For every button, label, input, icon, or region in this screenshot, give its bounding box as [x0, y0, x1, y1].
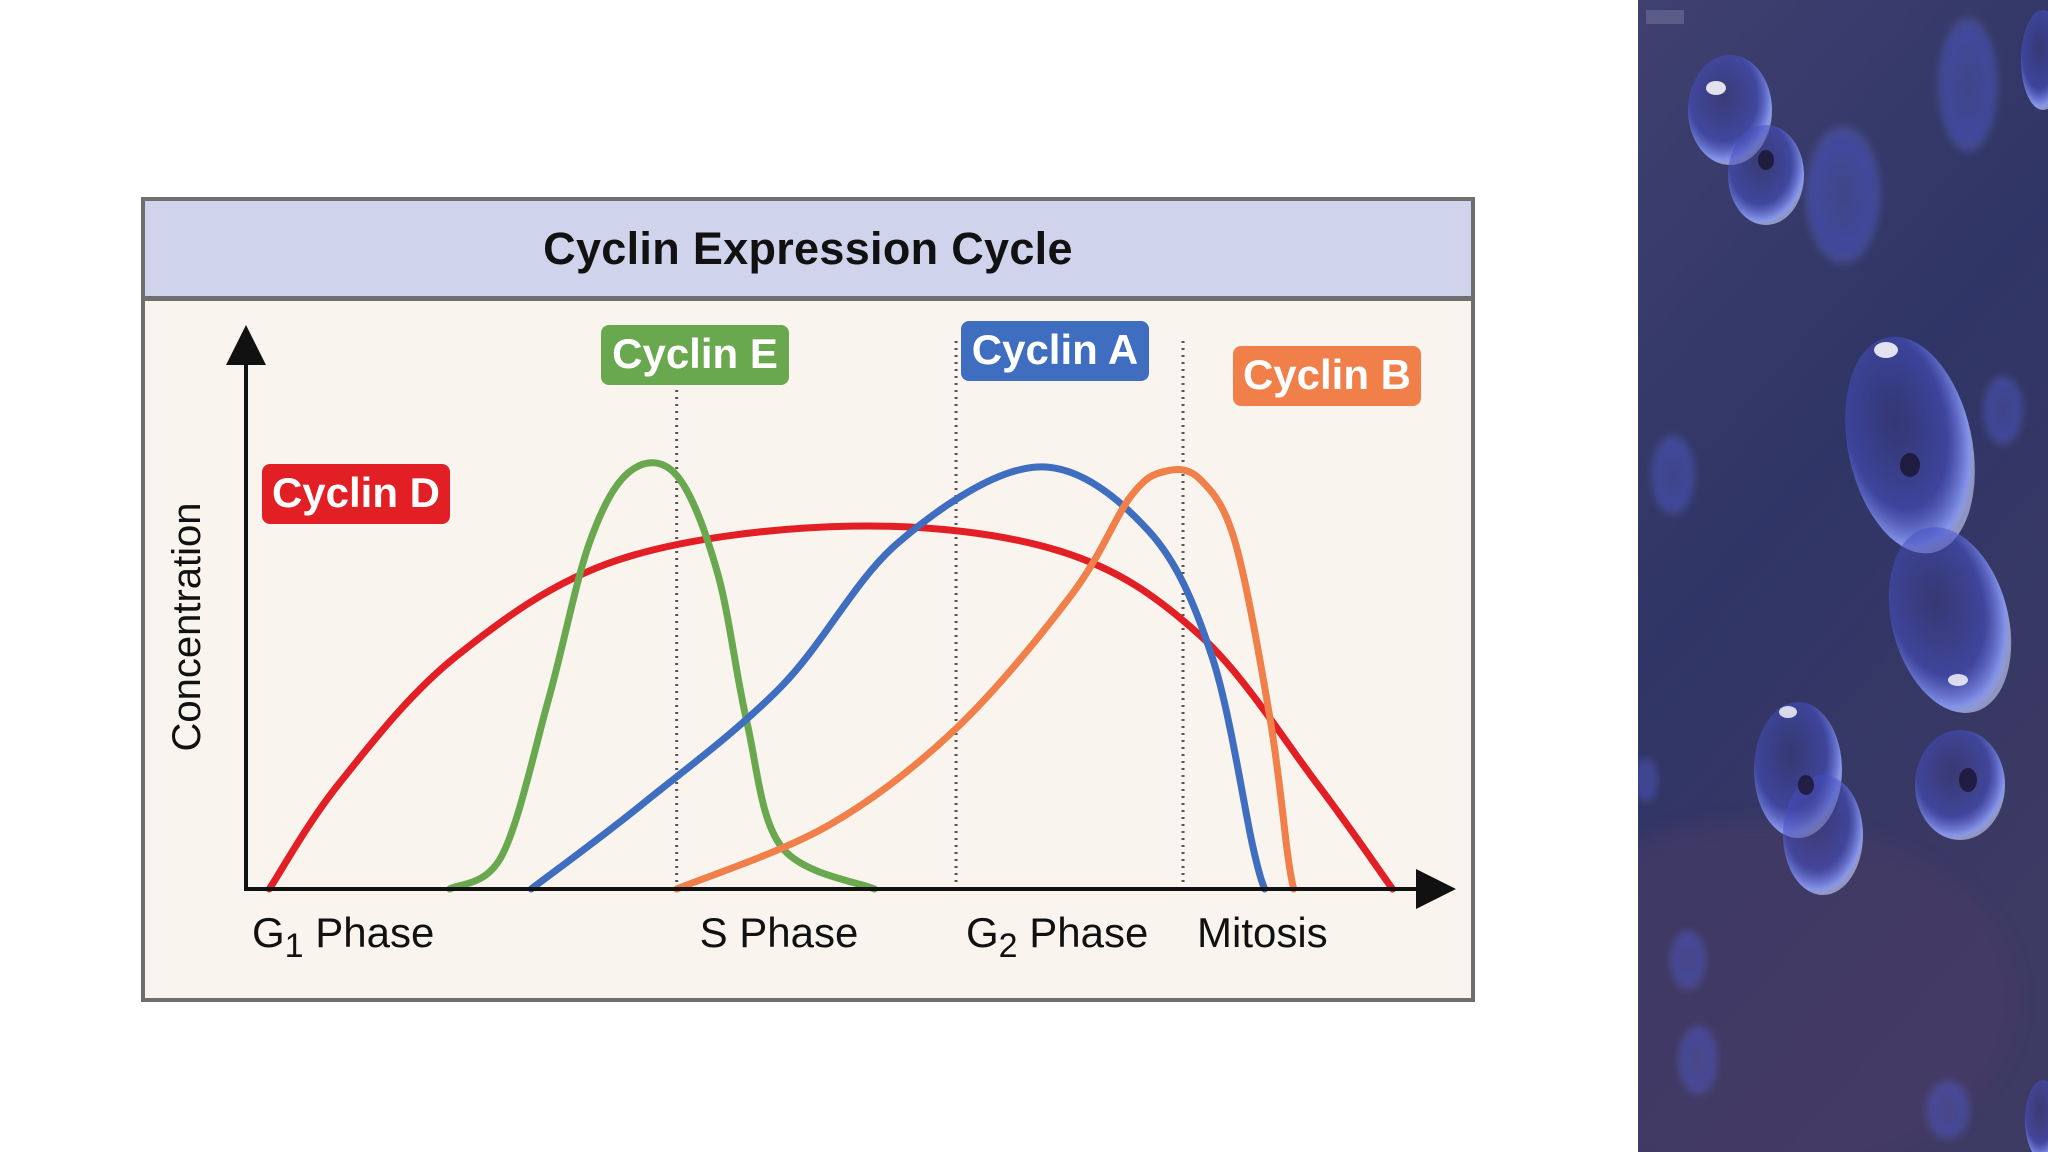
chart-title: Cyclin Expression Cycle [543, 222, 1073, 274]
series-line-cyclin-a [527, 463, 1268, 893]
series-label-text: Cyclin B [1243, 351, 1411, 398]
series-label-text: Cyclin A [972, 326, 1138, 373]
photo-panel [1638, 0, 2048, 1152]
axes [226, 325, 1456, 909]
series-line-cyclin-b [673, 465, 1298, 893]
x-tick-labels: G1 Phase S Phase G2 Phase Mitosis [252, 909, 1328, 965]
phase-boundary-lines [675, 341, 1185, 889]
series-label-cyclin-e: Cyclin E [601, 325, 789, 385]
x-tick-label: G2 Phase [966, 909, 1148, 965]
x-tick-label: S Phase [700, 909, 859, 956]
series-lines [265, 459, 1396, 893]
series-label-cyclin-b: Cyclin B [1233, 346, 1421, 406]
series-label-cyclin-d: Cyclin D [262, 464, 450, 524]
cyclin-chart-plot: Concentration G1 Phase S Phase G2 Phase Mit… [165, 321, 1456, 965]
series-label-text: Cyclin E [612, 330, 778, 377]
series-label-cyclin-a: Cyclin A [961, 321, 1149, 381]
x-tick-label: G1 Phase [252, 909, 434, 965]
x-tick-label: Mitosis [1197, 909, 1328, 956]
series-labels: Cyclin D Cyclin E Cyclin A Cyclin B [262, 321, 1421, 524]
series-label-text: Cyclin D [272, 469, 440, 516]
blue-cell-bubbles-image [1638, 0, 2048, 1152]
chart-panel: Concentration G1 Phase S Phase G2 Phase Mit… [141, 197, 1475, 1002]
y-axis-label: Concentration [165, 502, 209, 751]
series-line-cyclin-e [446, 459, 879, 893]
title-band: Cyclin Expression Cycle [145, 201, 1471, 301]
